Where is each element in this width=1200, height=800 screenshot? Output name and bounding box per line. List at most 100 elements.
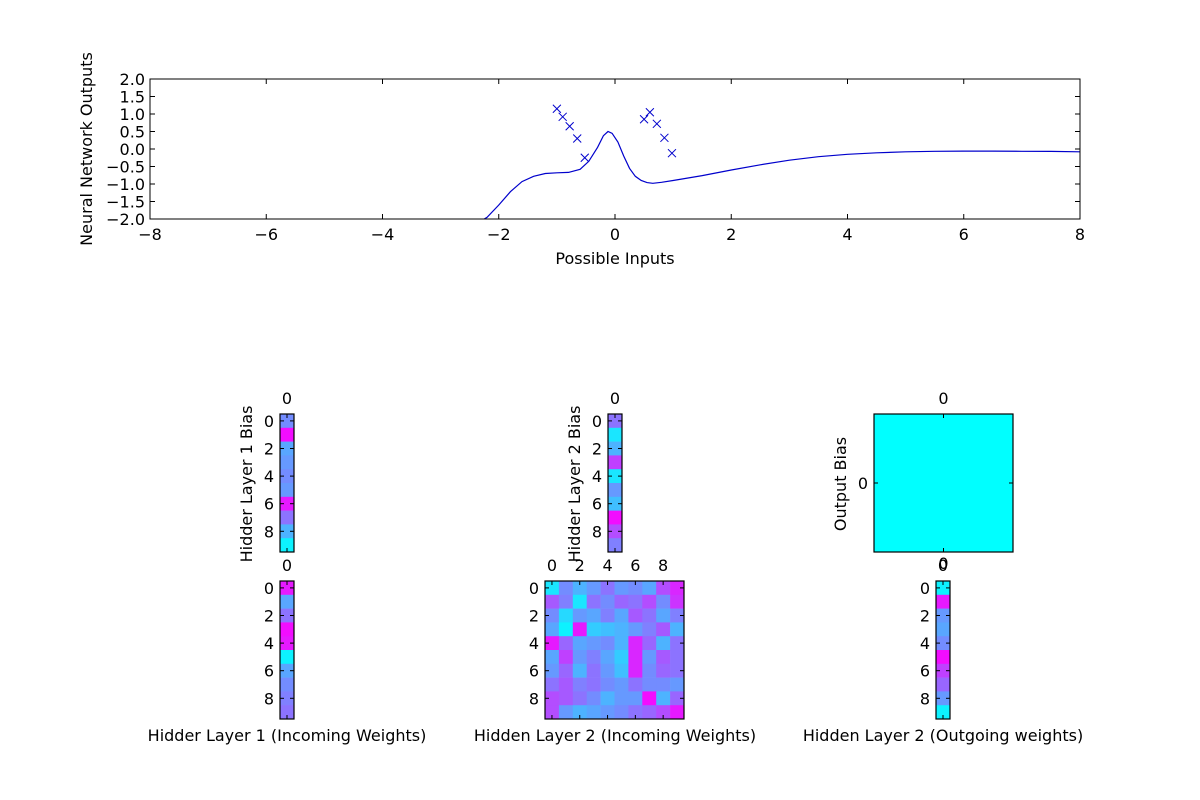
heatmap-x-tick-label: 0 — [282, 389, 292, 408]
hidden-layer-1-incoming-weights-panel: Hidder Layer 1 (Incoming Weights) 0 2 4 6 8 0 — [148, 556, 427, 745]
training-point-marker — [558, 112, 568, 122]
heatmap-cell — [572, 581, 587, 596]
heatmap-x-tick-label: 0 — [938, 389, 948, 408]
heatmap-y-tick-label: 0 — [264, 579, 274, 598]
heatmap-cell — [936, 622, 951, 637]
heatmap-cell — [670, 622, 685, 637]
heatmap-cell — [558, 608, 574, 623]
heatmap-cell — [586, 636, 601, 651]
heatmap-cell — [642, 636, 657, 651]
heatmap-cell — [558, 663, 574, 678]
heatmap-cell — [280, 650, 295, 665]
heatmap-y-tick-label: 4 — [920, 634, 930, 653]
network-output-line — [483, 130, 1080, 219]
heatmap-cell — [280, 524, 295, 539]
heatmap-cell — [628, 594, 643, 609]
heatmap-x-tick-label: 0 — [938, 556, 948, 575]
line-plot-y-tick-label: −0.5 — [106, 158, 145, 177]
heatmap-cell — [600, 594, 615, 609]
heatmap-cell — [280, 441, 295, 456]
line-plot-y-tick-label: −2.0 — [106, 210, 145, 229]
heatmap-cell — [280, 538, 295, 553]
heatmap-cell — [600, 677, 615, 692]
heatmap-y-tick-label: 6 — [264, 662, 274, 681]
heatmap-cell — [280, 594, 295, 609]
heatmap-cell — [614, 636, 629, 651]
heatmap-cell — [586, 691, 601, 706]
heatmap-cell — [936, 581, 951, 596]
line-plot-x-tick-label: 8 — [1075, 225, 1085, 244]
heatmap-cell — [545, 677, 560, 692]
heatmap-cell — [572, 650, 587, 665]
heatmap-cell — [558, 677, 574, 692]
heatmap-cell — [628, 677, 643, 692]
heatmap-cell — [600, 691, 615, 706]
heatmap-cell — [936, 677, 951, 692]
heatmap-y-tick-label: 0 — [592, 412, 602, 431]
heatmap-cell — [628, 705, 643, 720]
heatmap-cell — [600, 636, 615, 651]
heatmap-cell — [608, 455, 623, 470]
heatmap-cell — [545, 608, 560, 623]
heatmap-cell — [280, 469, 295, 484]
heatmap-y-tick-label: 8 — [264, 522, 274, 541]
heatmap-y-tick-label: 6 — [920, 662, 930, 681]
heatmap-cell — [656, 677, 671, 692]
hidden-layer-2-bias-label: Hidder Layer 2 Bias — [565, 406, 584, 563]
heatmap-cell — [642, 581, 657, 596]
heatmap-cell — [608, 414, 623, 429]
heatmap-cell — [642, 650, 657, 665]
line-plot-x-tick-label: 0 — [610, 225, 620, 244]
heatmap-cell — [600, 663, 615, 678]
heatmap-cell — [614, 705, 629, 720]
training-point-marker — [552, 104, 562, 114]
heatmap-cell — [572, 663, 587, 678]
heatmap-x-tick-label: 6 — [630, 556, 640, 575]
line-plot-y-tick-label: 0.0 — [120, 140, 145, 159]
heatmap-cell — [558, 594, 574, 609]
heatmap-cell — [614, 677, 629, 692]
heatmap-cell — [280, 455, 295, 470]
line-plot-y-tick-label: 2.0 — [120, 70, 145, 89]
heatmap-y-tick-label: 4 — [264, 467, 274, 486]
heatmap-cell — [670, 677, 685, 692]
heatmap-frame — [544, 580, 685, 720]
heatmap-cell — [614, 622, 629, 637]
line-plot-x-axis-label: Possible Inputs — [555, 249, 674, 268]
heatmap-y-tick-label: 0 — [529, 579, 539, 598]
hidden-layer-2-incoming-weights-panel: Hidden Layer 2 (Incoming Weights) 024680… — [474, 556, 756, 745]
heatmap-y-tick-label: 6 — [529, 662, 539, 681]
heatmap-x-tick-label: 2 — [575, 556, 585, 575]
heatmap-cell — [545, 663, 560, 678]
heatmap-cell — [600, 650, 615, 665]
heatmap-cell — [280, 636, 295, 651]
heatmap-cell — [874, 414, 1014, 553]
line-plot-y-tick-label: −1.0 — [106, 175, 145, 194]
heatmap-cell — [280, 427, 295, 442]
heatmap-cell — [586, 677, 601, 692]
heatmap-cell — [628, 622, 643, 637]
heatmap-cell — [936, 650, 951, 665]
heatmap-cell — [608, 441, 623, 456]
heatmap-cell — [642, 594, 657, 609]
hidden-layer-2-bias-panel: Hidder Layer 2 Bias 0 2 4 6 8 0 — [565, 389, 623, 563]
heatmap-cell — [600, 622, 615, 637]
heatmap-cell — [586, 622, 601, 637]
heatmap-x-tick-label: 0 — [610, 389, 620, 408]
heatmap-y-tick-label: 2 — [920, 607, 930, 626]
heatmap-cell — [572, 677, 587, 692]
heatmap-cell — [608, 510, 623, 525]
heatmap-cell — [608, 469, 623, 484]
line-plot-x-tick-label: 4 — [842, 225, 852, 244]
heatmap-y-tick-label: 8 — [529, 689, 539, 708]
heatmap-y-tick-label: 2 — [592, 440, 602, 459]
heatmap-cell — [642, 663, 657, 678]
heatmap-y-tick-label: 8 — [264, 689, 274, 708]
heatmap-cell — [670, 650, 685, 665]
heatmap-cell — [614, 663, 629, 678]
heatmap-cell — [614, 594, 629, 609]
heatmap-cell — [670, 705, 685, 720]
heatmap-cell — [656, 705, 671, 720]
heatmap-x-tick-label: 4 — [602, 556, 612, 575]
